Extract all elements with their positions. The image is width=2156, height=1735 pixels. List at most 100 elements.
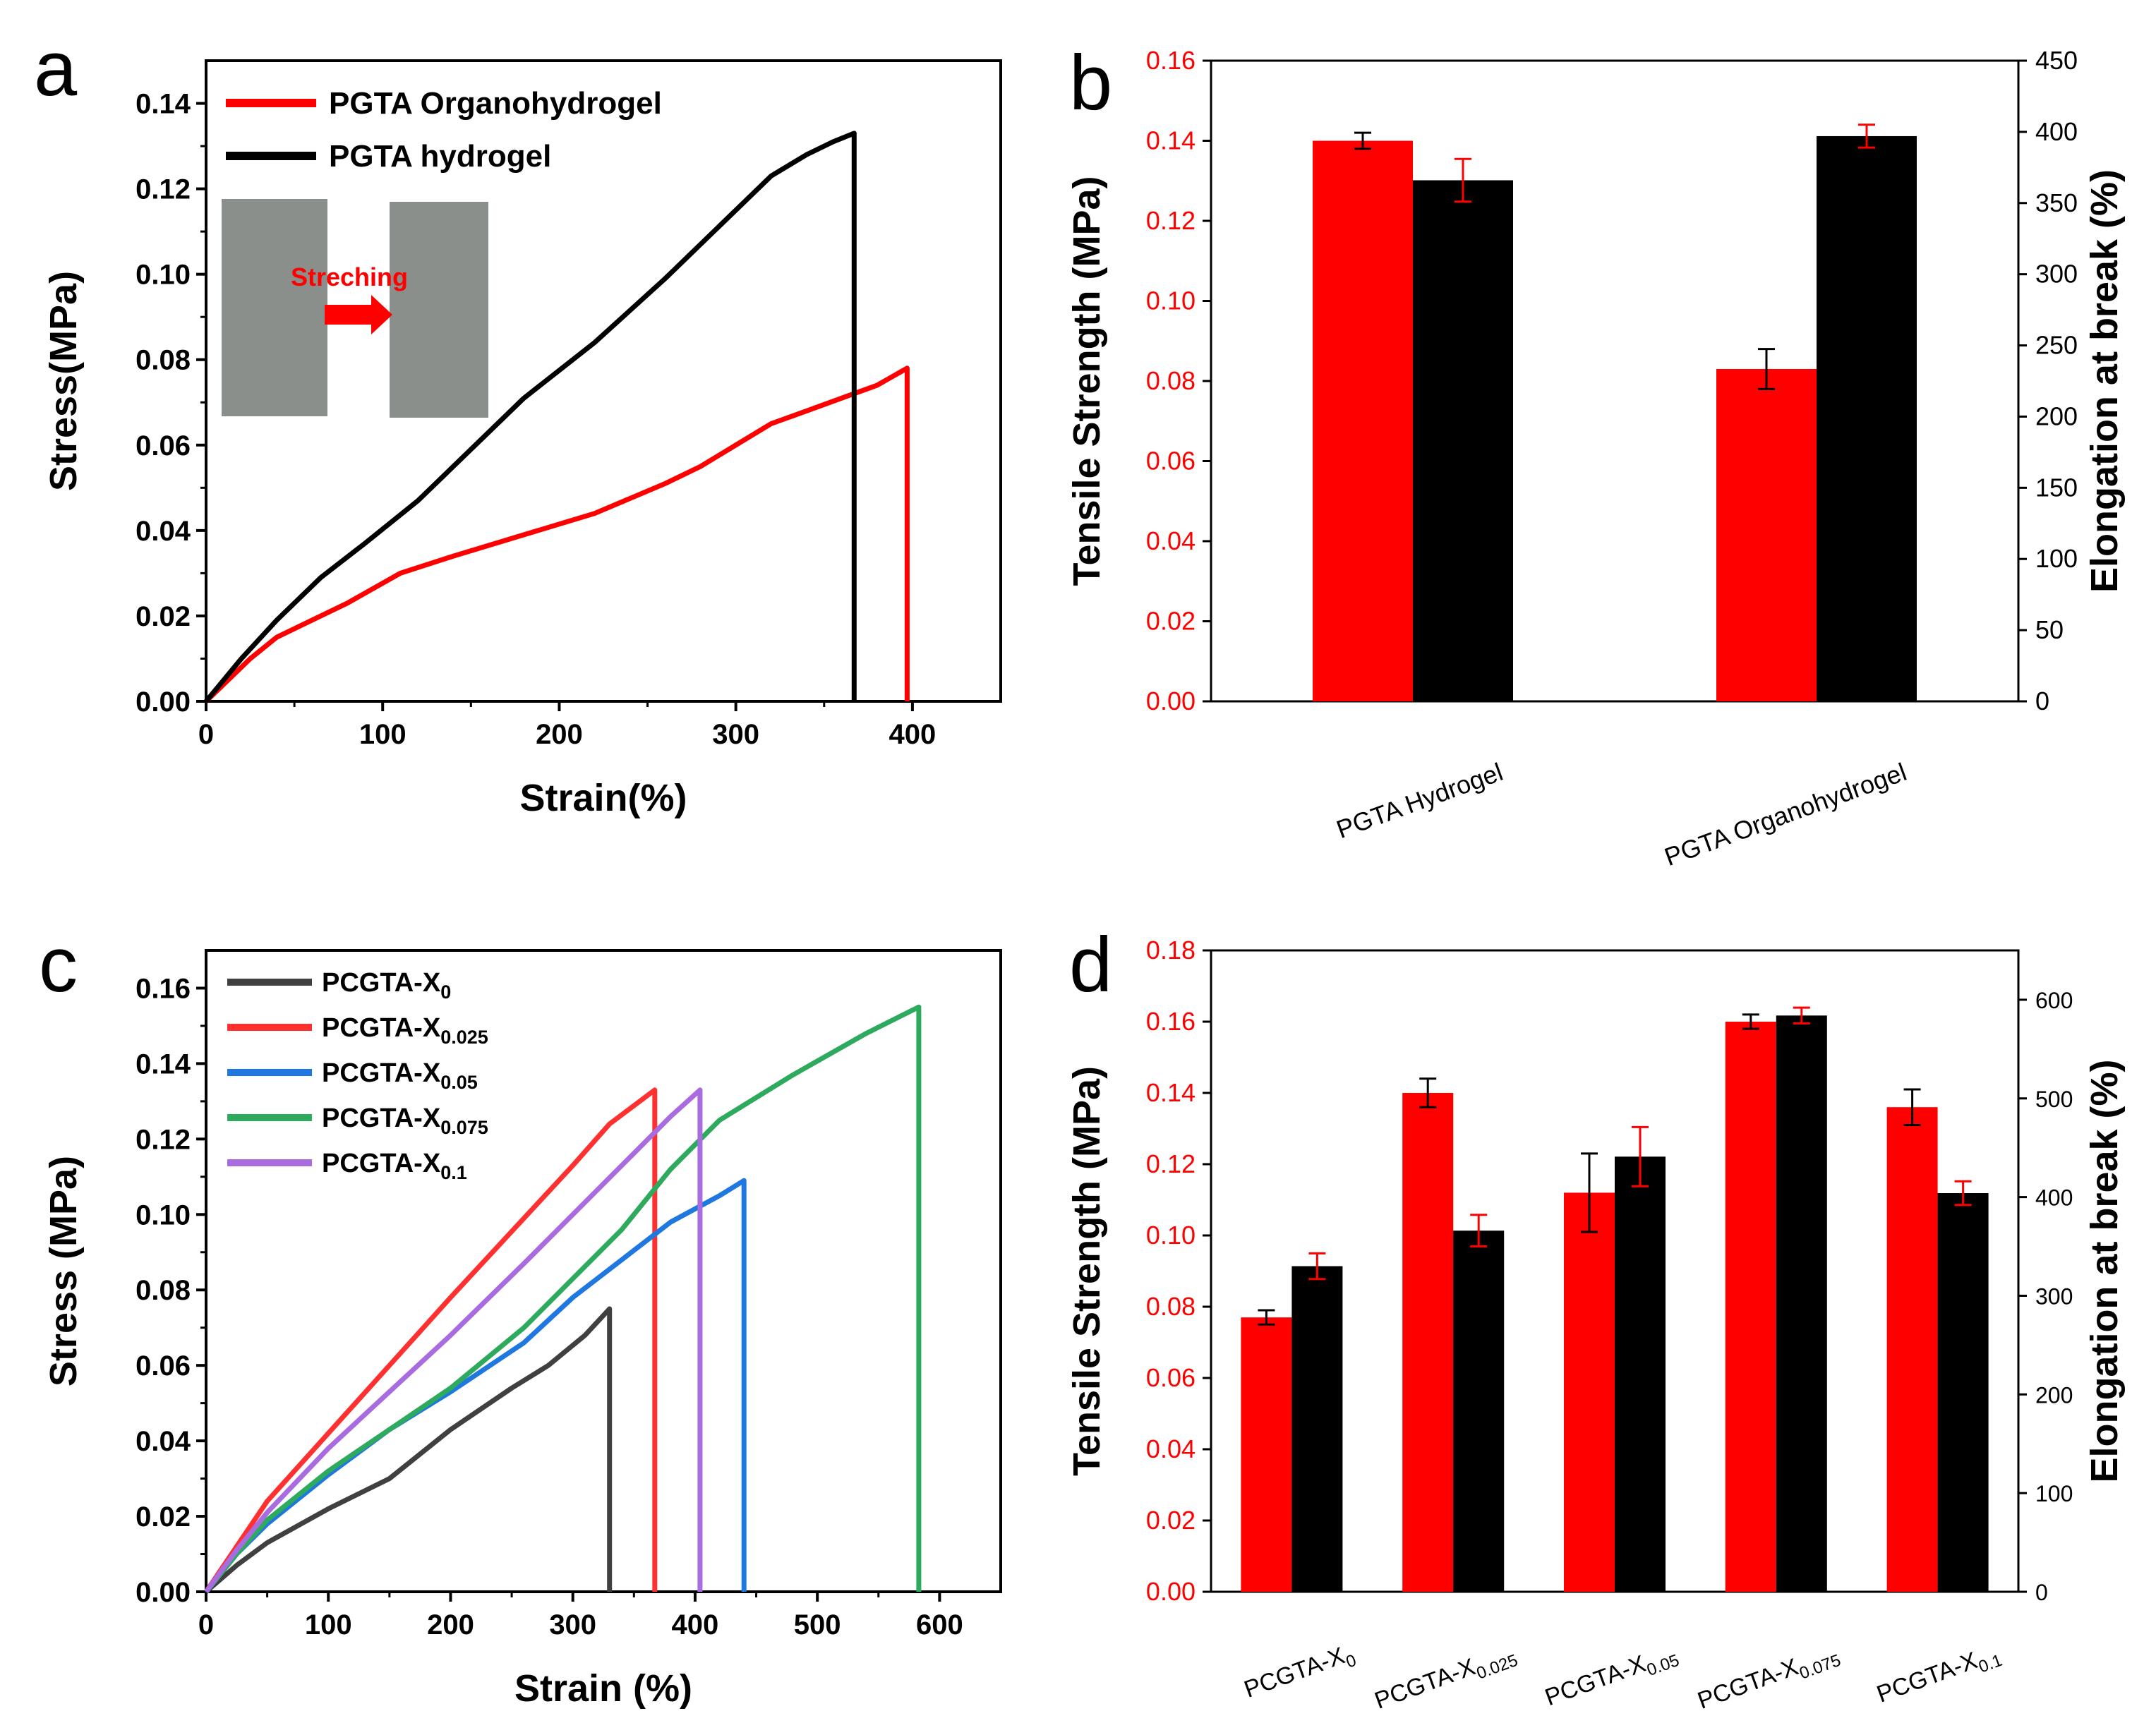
left-tick-label: 0.00 [1146,687,1196,715]
category-label-3: PCGTA-X0.075 [1694,1639,1843,1719]
category-label-1: PGTA Organohydrogel [1661,757,1910,871]
legend-label-1: PGTA hydrogel [329,139,551,174]
left-tick-label: 0.16 [1146,46,1196,75]
panel-d-bar-chart: 0.00 0.02 0.04 0.06 0.08 0.10 0.12 0.14 0.16 0.18… [1066,936,2126,1719]
y-tick-label: 0.12 [135,1124,191,1155]
left-tick-label: 0.12 [1146,1149,1196,1178]
bar-elongation-3 [1776,1015,1827,1592]
panel-letter-c: c [39,921,78,1008]
left-tick-label: 0.10 [1146,286,1196,315]
right-axis-title: Elongation at break (%) [2083,169,2126,593]
panel-a-line-chart: 0.00 0.02 0.04 0.06 0.08 0.10 0.12 0.14 0 100 200 3… [42,59,1002,819]
left-tick-label: 0.16 [1146,1007,1196,1036]
left-tick-label: 0.10 [1146,1221,1196,1250]
x-tick-label: 600 [916,1609,963,1640]
bar-elongation-0 [1413,180,1513,701]
x-axis-title: Strain (%) [514,1667,692,1710]
left-tick-label: 0.04 [1146,526,1196,555]
left-tick-label: 0.08 [1146,1292,1196,1321]
bar-elongation-4 [1937,1193,1989,1592]
panel-letter-a: a [34,25,78,112]
y-tick-label: 0.14 [135,89,191,120]
category-label-2: PCGTA-X0.05 [1541,1639,1682,1716]
series-line-0.075 [204,1004,922,1594]
left-tick-label: 0.18 [1146,936,1196,965]
bar-elongation-2 [1615,1156,1666,1592]
y-tick-label: 0.06 [135,1350,191,1382]
y-tick-label: 0.00 [135,1577,191,1608]
y-tick-label: 0.06 [135,430,191,461]
right-tick-label: 0 [2035,1580,2048,1605]
right-tick-label: 300 [2035,260,2078,289]
bar-elongation-1 [1453,1231,1505,1592]
left-tick-label: 0.14 [1146,126,1196,155]
left-tick-label: 0.06 [1146,1363,1196,1392]
left-tick-label: 0.02 [1146,1506,1196,1535]
left-tick-label: 0.00 [1146,1577,1196,1606]
right-tick-label: 400 [2035,1185,2073,1211]
left-tick-label: 0.08 [1146,366,1196,395]
right-tick-label: 200 [2035,1382,2073,1408]
bar-tensile-1 [1402,1093,1454,1592]
y-tick-label: 0.12 [135,174,191,205]
category-label-0: PCGTA-X0 [1241,1639,1359,1708]
series-line-0.1 [204,1087,703,1594]
inset-photo-after [390,202,488,418]
x-tick-label: 400 [889,719,937,750]
legend-label-0.025: PCGTA-X0.025 [322,1013,488,1048]
right-tick-label: 400 [2035,117,2078,146]
right-tick-label: 600 [2035,988,2073,1013]
panel-c-line-chart: 0.00 0.02 0.04 0.06 0.08 0.10 0.12 0.14 0.16 0 100… [42,949,1002,1710]
bar-tensile-0 [1313,140,1413,701]
legend-label-0: PGTA Organohydrogel [329,86,662,121]
left-axis-title: Tensile Strength (MPa) [1066,1066,1108,1476]
y-tick-label: 0.14 [135,1048,191,1080]
x-tick-label: 500 [794,1609,841,1640]
panel-letter-d: d [1069,921,1112,1008]
left-tick-label: 0.14 [1146,1078,1196,1107]
legend-label-0.1: PCGTA-X0.1 [322,1149,467,1183]
right-tick-label: 200 [2035,401,2078,430]
bar-tensile-4 [1886,1107,1938,1592]
legend-label-0.05: PCGTA-X0.05 [322,1058,478,1093]
right-tick-label: 150 [2035,473,2078,502]
right-tick-label: 300 [2035,1283,2073,1309]
category-label-0: PGTA Hydrogel [1332,757,1507,844]
x-tick-label: 300 [712,719,759,750]
y-tick-label: 0.08 [135,1275,191,1306]
x-tick-label: 100 [359,719,406,750]
panel-letter-b: b [1069,40,1112,126]
x-axis-title: Strain(%) [519,777,687,819]
plot-frame [205,949,1002,1593]
left-tick-label: 0.02 [1146,607,1196,636]
right-tick-label: 0 [2035,687,2049,715]
right-tick-label: 500 [2035,1087,2073,1112]
right-tick-label: 100 [2035,544,2078,573]
right-tick-label: 100 [2035,1481,2073,1506]
bar-elongation-0 [1291,1266,1343,1592]
y-tick-label: 0.02 [135,1501,191,1533]
x-tick-label: 200 [427,1609,474,1640]
inset-photo-before [222,199,327,416]
series-line-0 [204,1306,613,1594]
left-axis-title: Tensile Strength (MPa) [1066,176,1108,586]
bar-tensile-3 [1725,1022,1776,1592]
y-tick-label: 0.10 [135,260,191,291]
x-tick-label: 0 [198,719,214,750]
bar-tensile-1 [1716,368,1817,701]
y-tick-label: 0.04 [135,1426,191,1457]
y-tick-label: 0.00 [135,687,191,718]
right-axis-title: Elongation at break (%) [2083,1059,2126,1482]
left-tick-label: 0.06 [1146,447,1196,476]
legend-label-0: PCGTA-X0 [322,968,451,1003]
legend-label-0.075: PCGTA-X0.075 [322,1104,488,1138]
series-line-0 [204,365,910,703]
bar-elongation-1 [1817,135,1917,702]
x-tick-label: 400 [672,1609,719,1640]
panel-b-bar-chart: 0.00 0.02 0.04 0.06 0.08 0.10 0.12 0.14 0.16 0 50 1… [1066,46,2126,871]
inset-label: Streching [291,262,408,291]
y-axis-title: Stress(MPa) [42,271,85,491]
y-tick-label: 0.16 [135,973,191,1004]
y-tick-label: 0.02 [135,601,191,632]
